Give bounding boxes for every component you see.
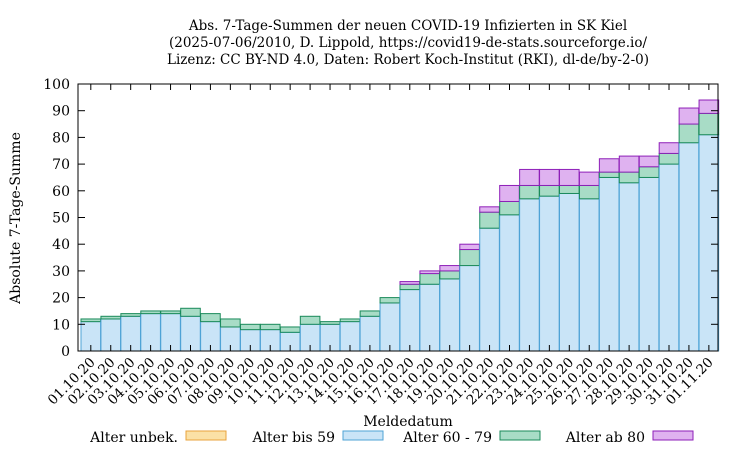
bar-alter-60-79-17.10.20	[399, 283, 421, 291]
bar-alter-60-79-14.10.20	[339, 318, 361, 323]
bar-alter-ab-80-01.11.20	[698, 99, 720, 114]
bar-alter-60-79-03.10.20	[120, 313, 141, 317]
bar-alter-ab-80-22.10.20	[499, 184, 520, 202]
bar-alter-bis-59-25.10.20	[559, 192, 580, 352]
y-tick-label: 10	[52, 317, 70, 333]
title-line-3: Lizenz: CC BY-ND 4.0, Daten: Robert Koch…	[167, 52, 649, 68]
bar-alter-60-79-22.10.20	[499, 200, 520, 216]
bar-alter-60-79-02.10.20	[100, 315, 122, 320]
y-tick-label: 60	[52, 184, 70, 200]
bar-alter-60-79-07.10.20	[200, 313, 221, 323]
bar-alter-60-79-20.10.20	[459, 249, 480, 267]
bar-alter-60-79-29.10.20	[638, 166, 660, 178]
bar-alter-60-79-18.10.20	[419, 273, 441, 285]
bar-alter-60-79-04.10.20	[140, 310, 161, 315]
bar-alter-bis-59-21.10.20	[479, 227, 500, 352]
bar-alter-60-79-19.10.20	[439, 270, 460, 280]
bar-alter-60-79-11.10.20	[279, 326, 301, 333]
bar-alter-60-79-05.10.20	[160, 310, 181, 315]
bar-alter-bis-59-01.11.20	[698, 134, 720, 352]
bar-alter-bis-59-22.10.20	[499, 214, 520, 352]
bar-alter-ab-80-24.10.20	[539, 168, 560, 186]
y-tick-label: 30	[52, 264, 70, 280]
bar-alter-ab-80-27.10.20	[598, 158, 620, 173]
bar-alter-60-79-09.10.20	[240, 323, 261, 331]
bar-alter-ab-80-23.10.20	[519, 168, 540, 186]
bar-alter-60-79-28.10.20	[618, 171, 640, 184]
bar-alter-ab-80-28.10.20	[618, 155, 640, 173]
bar-alter-60-79-31.10.20	[678, 123, 700, 144]
bar-alter-ab-80-30.10.20	[658, 142, 680, 154]
bar-alter-bis-59-29.10.20	[638, 176, 660, 352]
bar-alter-bis-59-20.10.20	[459, 265, 480, 352]
legend-label: Alter unbek.	[89, 430, 178, 446]
bar-alter-ab-80-17.10.20	[399, 281, 421, 285]
bar-alter-bis-59-28.10.20	[618, 182, 640, 352]
bar-alter-60-79-10.10.20	[259, 323, 281, 331]
legend-swatch	[652, 430, 694, 441]
title-line-1: Abs. 7-Tage-Summen der neuen COVID-19 In…	[188, 18, 627, 34]
bar-alter-60-79-26.10.20	[578, 184, 600, 200]
bar-alter-60-79-25.10.20	[559, 184, 580, 194]
y-axis-label: Absolute 7-Tage-Summe	[8, 132, 24, 305]
y-tick-label: 80	[52, 130, 70, 146]
bar-alter-ab-80-26.10.20	[578, 171, 600, 186]
bar-alter-ab-80-31.10.20	[678, 107, 700, 125]
bar-alter-ab-80-18.10.20	[419, 270, 441, 275]
bar-alter-60-79-08.10.20	[220, 318, 241, 328]
bar-alter-60-79-13.10.20	[319, 321, 341, 325]
y-tick-label: 50	[52, 211, 70, 227]
bar-alter-bis-59-27.10.20	[598, 176, 620, 352]
bar-alter-60-79-01.11.20	[698, 112, 720, 136]
bar-alter-ab-80-21.10.20	[479, 206, 500, 213]
y-tick-label: 100	[43, 77, 70, 93]
bar-alter-60-79-16.10.20	[379, 297, 401, 304]
bar-alter-bis-59-31.10.20	[678, 142, 700, 352]
bar-alter-bis-59-18.10.20	[419, 283, 441, 352]
bars-layer	[80, 99, 720, 352]
bar-alter-bis-59-16.10.20	[379, 302, 401, 352]
axes-layer: 010203040506070809010001.10.2002.10.2003…	[43, 77, 719, 408]
bar-alter-ab-80-19.10.20	[439, 265, 460, 272]
bar-alter-bis-59-30.10.20	[658, 163, 680, 352]
legend: Alter unbek. Alter bis 59 Alter 60 - 79 Alt…	[89, 430, 694, 446]
bar-alter-bis-59-26.10.20	[578, 198, 600, 352]
bar-alter-bis-59-19.10.20	[439, 278, 460, 352]
bar-alter-60-79-06.10.20	[180, 307, 201, 317]
legend-label: Alter bis 59	[251, 430, 335, 446]
y-tick-label: 0	[61, 344, 70, 360]
bar-alter-60-79-24.10.20	[539, 184, 560, 197]
y-tick-label: 90	[52, 104, 70, 120]
legend-label: Alter 60 - 79	[402, 430, 492, 446]
bar-alter-60-79-01.10.20	[80, 318, 102, 323]
bar-alter-60-79-15.10.20	[359, 310, 381, 317]
bar-alter-ab-80-20.10.20	[459, 243, 480, 251]
bar-alter-60-79-27.10.20	[598, 171, 620, 178]
legend-swatch	[185, 430, 227, 441]
bar-alter-60-79-21.10.20	[479, 211, 500, 229]
y-tick-label: 70	[52, 157, 70, 173]
bar-alter-bis-59-17.10.20	[399, 289, 421, 352]
y-tick-label: 40	[52, 237, 70, 253]
bar-alter-60-79-12.10.20	[299, 315, 321, 325]
y-tick-label: 20	[52, 291, 70, 307]
chart-title: Abs. 7-Tage-Summen der neuen COVID-19 In…	[167, 18, 649, 68]
bar-alter-60-79-30.10.20	[658, 152, 680, 165]
legend-swatch	[499, 430, 541, 441]
legend-swatch	[342, 430, 384, 441]
legend-label: Alter ab 80	[565, 430, 645, 446]
bar-alter-60-79-23.10.20	[519, 184, 540, 200]
bar-alter-bis-59-23.10.20	[519, 198, 540, 352]
bar-alter-ab-80-25.10.20	[559, 168, 580, 186]
bar-alter-bis-59-24.10.20	[539, 195, 560, 352]
title-line-2: (2025-07-06/2010, D. Lippold, https://co…	[169, 35, 647, 51]
bar-alter-ab-80-29.10.20	[638, 155, 660, 168]
x-axis-label: Meldedatum	[363, 414, 453, 430]
